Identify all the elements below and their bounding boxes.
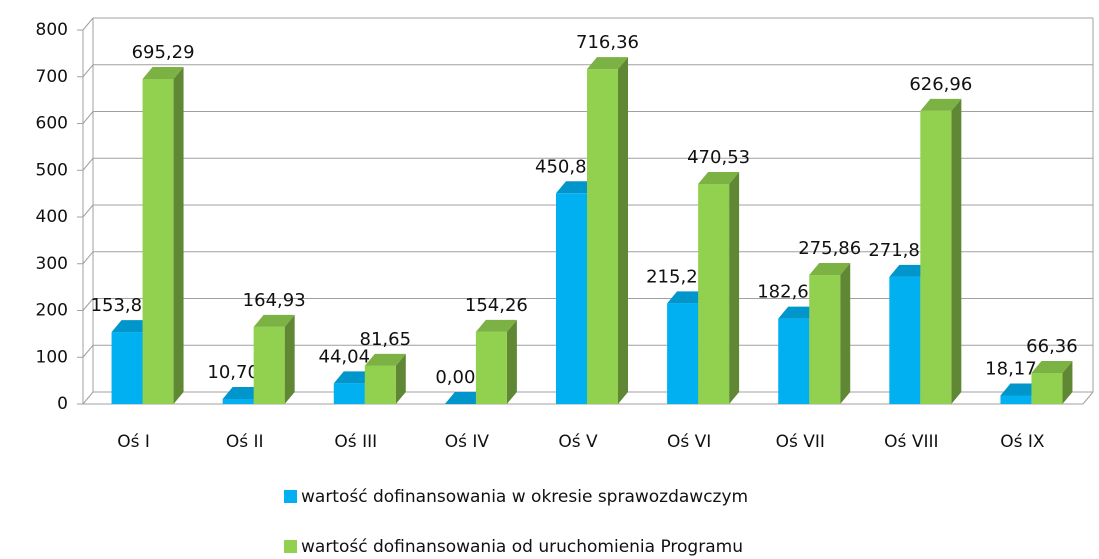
x-tick-label: Oś II bbox=[226, 432, 264, 452]
bar bbox=[698, 184, 730, 404]
data-label: 66,36 bbox=[1026, 336, 1078, 357]
grid-line bbox=[82, 391, 94, 405]
data-label: 182,65 bbox=[757, 282, 820, 303]
bar-top bbox=[364, 353, 406, 366]
bar-side bbox=[1062, 360, 1073, 404]
bar bbox=[1000, 395, 1032, 404]
floor-edge bbox=[1082, 391, 1094, 405]
y-tick-label: 400 bbox=[36, 207, 68, 227]
data-label: 10,70 bbox=[207, 362, 259, 383]
x-tick-label: Oś V bbox=[558, 432, 598, 452]
bar-top bbox=[444, 392, 486, 404]
data-label: 626,96 bbox=[909, 74, 972, 95]
bar bbox=[253, 326, 285, 404]
bar-top bbox=[222, 386, 264, 399]
data-label: 470,53 bbox=[687, 147, 750, 168]
bar bbox=[142, 78, 174, 404]
bar-top bbox=[111, 320, 153, 333]
grid-line bbox=[82, 64, 94, 78]
x-tick-label: Oś VII bbox=[776, 432, 825, 452]
data-label: 153,87 bbox=[91, 295, 154, 316]
bar-top bbox=[809, 263, 851, 276]
legend-label: wartość dofinansowania od uruchomienia P… bbox=[301, 537, 743, 557]
data-label: 215,28 bbox=[646, 266, 709, 287]
bar bbox=[222, 398, 254, 404]
y-tick-label: 0 bbox=[57, 394, 68, 414]
bar bbox=[778, 318, 810, 404]
bar bbox=[920, 110, 952, 404]
grid-line bbox=[82, 17, 94, 31]
data-label: 18,17 bbox=[985, 359, 1037, 380]
x-tick-label: Oś VI bbox=[667, 432, 711, 452]
bar-top bbox=[333, 371, 375, 384]
grid-line bbox=[82, 157, 94, 171]
data-label: 271,84 bbox=[868, 240, 931, 261]
bar bbox=[1031, 372, 1063, 404]
bar-top bbox=[142, 66, 184, 79]
bar bbox=[364, 365, 396, 404]
bar-top bbox=[253, 314, 295, 327]
bar-top bbox=[920, 98, 962, 111]
x-tick-label: Oś IX bbox=[1000, 432, 1045, 452]
bar-top bbox=[556, 181, 597, 194]
x-tick-label: Oś VIII bbox=[884, 432, 938, 452]
bar-side bbox=[173, 66, 184, 404]
bar bbox=[667, 303, 699, 404]
y-tick-label: 300 bbox=[36, 254, 68, 274]
bar-top bbox=[475, 319, 517, 332]
y-tick-label: 200 bbox=[36, 301, 68, 321]
y-tick-label: 700 bbox=[36, 67, 68, 87]
grid-line bbox=[82, 111, 94, 124]
bar-side bbox=[840, 263, 851, 404]
data-label: 154,26 bbox=[465, 295, 528, 316]
bar-side bbox=[395, 353, 406, 404]
x-tick-label: Oś III bbox=[334, 432, 377, 452]
data-label: 0,00 bbox=[435, 367, 475, 388]
bar-top bbox=[778, 306, 820, 319]
bar bbox=[475, 331, 507, 404]
data-label: 275,86 bbox=[798, 238, 861, 259]
bar-top bbox=[889, 264, 931, 277]
bar-top bbox=[1000, 383, 1042, 396]
bar-top bbox=[698, 172, 740, 185]
data-label: 695,29 bbox=[132, 42, 195, 63]
y-tick-label: 800 bbox=[36, 20, 68, 40]
x-tick-label: Oś IV bbox=[445, 432, 490, 452]
x-tick-label: Oś I bbox=[117, 432, 150, 452]
data-label: 164,93 bbox=[243, 290, 306, 311]
legend-swatch bbox=[284, 540, 297, 553]
bar bbox=[587, 69, 618, 405]
data-label: 450,80 bbox=[535, 156, 598, 177]
bar-top bbox=[1031, 360, 1073, 373]
bar bbox=[111, 332, 143, 404]
bar bbox=[556, 193, 587, 404]
bar-top bbox=[587, 57, 628, 70]
data-label: 44,04 bbox=[319, 346, 371, 367]
y-tick-label: 600 bbox=[36, 114, 68, 134]
grid-line bbox=[82, 344, 94, 358]
bar-side bbox=[951, 98, 962, 404]
bar-side bbox=[284, 314, 295, 404]
bar-top bbox=[667, 291, 709, 304]
data-label: 716,36 bbox=[576, 32, 639, 53]
bar-side bbox=[729, 172, 740, 404]
grid-line bbox=[82, 298, 94, 311]
data-label: 81,65 bbox=[360, 329, 412, 350]
grid-line bbox=[82, 204, 94, 218]
legend-swatch bbox=[284, 490, 297, 503]
legend-label: wartość dofinansowania w okresie sprawoz… bbox=[301, 487, 748, 507]
bar bbox=[333, 383, 365, 404]
bar-side bbox=[506, 319, 517, 404]
y-tick-label: 500 bbox=[36, 160, 68, 180]
grid-line bbox=[82, 251, 94, 265]
y-tick-label: 100 bbox=[36, 347, 68, 367]
bar bbox=[889, 276, 921, 404]
bar-side bbox=[618, 57, 628, 405]
bar bbox=[809, 275, 841, 404]
